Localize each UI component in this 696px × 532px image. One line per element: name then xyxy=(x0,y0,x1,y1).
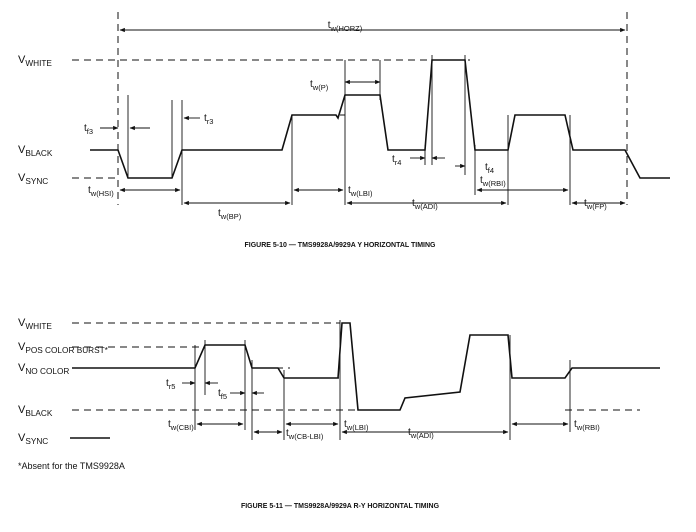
label-sub: POS COLOR BURST* xyxy=(25,346,108,355)
label-main: t xyxy=(408,427,411,438)
label-main: t xyxy=(204,113,207,124)
timing-label: tw(HORZ) xyxy=(328,20,363,33)
figure-ry xyxy=(70,320,660,440)
label-main: t xyxy=(218,208,221,219)
label-sub: SYNC xyxy=(25,437,48,446)
label-sub: SYNC xyxy=(25,177,48,186)
level-label: VWHITE xyxy=(18,54,52,68)
label-main: t xyxy=(392,154,395,165)
label-main: V xyxy=(18,144,26,156)
timing-label: tw(ADI) xyxy=(408,427,434,440)
label-main: V xyxy=(18,172,26,184)
footnote: *Absent for the TMS9928A xyxy=(18,461,125,471)
label-main: t xyxy=(584,198,587,209)
label-sub: r4 xyxy=(395,158,402,167)
timing-label: tw(P) xyxy=(310,79,329,92)
timing-label: tw(ADI) xyxy=(412,198,438,211)
label-main: t xyxy=(412,198,415,209)
label-sub: w(HSI) xyxy=(90,189,114,198)
label-sub: w(HORZ) xyxy=(330,24,363,33)
label-sub: f4 xyxy=(488,166,494,175)
label-sub: w(LBI) xyxy=(350,189,373,198)
label-main: V xyxy=(18,317,26,329)
label-sub: w(RBI) xyxy=(576,423,600,432)
timing-label: tw(BP) xyxy=(218,208,242,221)
level-label: VNO COLOR xyxy=(18,362,69,376)
timing-label: tf4 xyxy=(485,162,494,175)
label-sub: WHITE xyxy=(25,322,52,331)
label-sub: f3 xyxy=(87,127,93,136)
label-main: V xyxy=(18,362,26,374)
label-main: V xyxy=(18,404,26,416)
label-sub: r3 xyxy=(207,117,214,126)
level-label: VBLACK xyxy=(18,404,53,418)
waveform xyxy=(72,322,660,411)
timing-label: tw(FP) xyxy=(584,198,607,211)
timing-label: tr3 xyxy=(204,113,213,126)
label-main: t xyxy=(166,378,169,389)
level-label: VPOS COLOR BURST* xyxy=(18,341,109,355)
label-main: t xyxy=(348,185,351,196)
level-label: VWHITE xyxy=(18,317,52,331)
label-main: t xyxy=(344,419,347,430)
timing-label: tr5 xyxy=(166,378,175,391)
timing-label: tw(RBI) xyxy=(480,175,506,188)
timing-label: tf5 xyxy=(218,388,227,401)
label-sub: f5 xyxy=(221,392,227,401)
level-label: VSYNC xyxy=(18,432,48,446)
label-sub: BLACK xyxy=(25,149,53,158)
timing-label: tf3 xyxy=(84,123,93,136)
label-sub: BLACK xyxy=(25,409,53,418)
label-main: t xyxy=(168,419,171,430)
label-sub: NO COLOR xyxy=(25,367,69,376)
label-sub: w(ADI) xyxy=(414,202,438,211)
label-sub: w(RBI) xyxy=(482,179,506,188)
level-label: VBLACK xyxy=(18,144,53,158)
label-sub: w(LBI) xyxy=(346,423,369,432)
label-main: t xyxy=(310,79,313,90)
label-sub: w(P) xyxy=(312,83,329,92)
label-main: t xyxy=(480,175,483,186)
label-main: t xyxy=(286,428,289,439)
label-sub: w(CB-LBI) xyxy=(288,432,324,441)
label-main: t xyxy=(485,162,488,173)
timing-label: tw(LBI) xyxy=(344,419,369,432)
figure-y xyxy=(72,12,670,206)
waveform xyxy=(90,59,670,179)
label-main: t xyxy=(84,123,87,134)
timing-label: tr4 xyxy=(392,154,401,167)
label-sub: w(FP) xyxy=(586,202,607,211)
label-main: V xyxy=(18,432,26,444)
label-main: t xyxy=(328,20,331,31)
label-sub: w(BP) xyxy=(220,212,242,221)
timing-label: tw(CB-LBI) xyxy=(286,428,324,441)
label-sub: WHITE xyxy=(25,59,52,68)
label-sub: w(CBI) xyxy=(170,423,194,432)
caption: FIGURE 5-10 — TMS9928A/9929A Y HORIZONTA… xyxy=(245,242,437,249)
timing-label: tw(HSI) xyxy=(88,185,114,198)
label-main: V xyxy=(18,54,26,66)
label-main: V xyxy=(18,341,26,353)
level-label: VSYNC xyxy=(18,172,48,186)
label-main: t xyxy=(574,419,577,430)
label-sub: w(ADI) xyxy=(410,431,434,440)
timing-label: tw(LBI) xyxy=(348,185,373,198)
caption: FIGURE 5-11 — TMS9928A/9929A R-Y HORIZON… xyxy=(241,503,440,510)
timing-label: tw(RBI) xyxy=(574,419,600,432)
timing-label: tw(CBI) xyxy=(168,419,194,432)
label-sub: r5 xyxy=(169,382,176,391)
label-main: t xyxy=(88,185,91,196)
label-main: t xyxy=(218,388,221,399)
